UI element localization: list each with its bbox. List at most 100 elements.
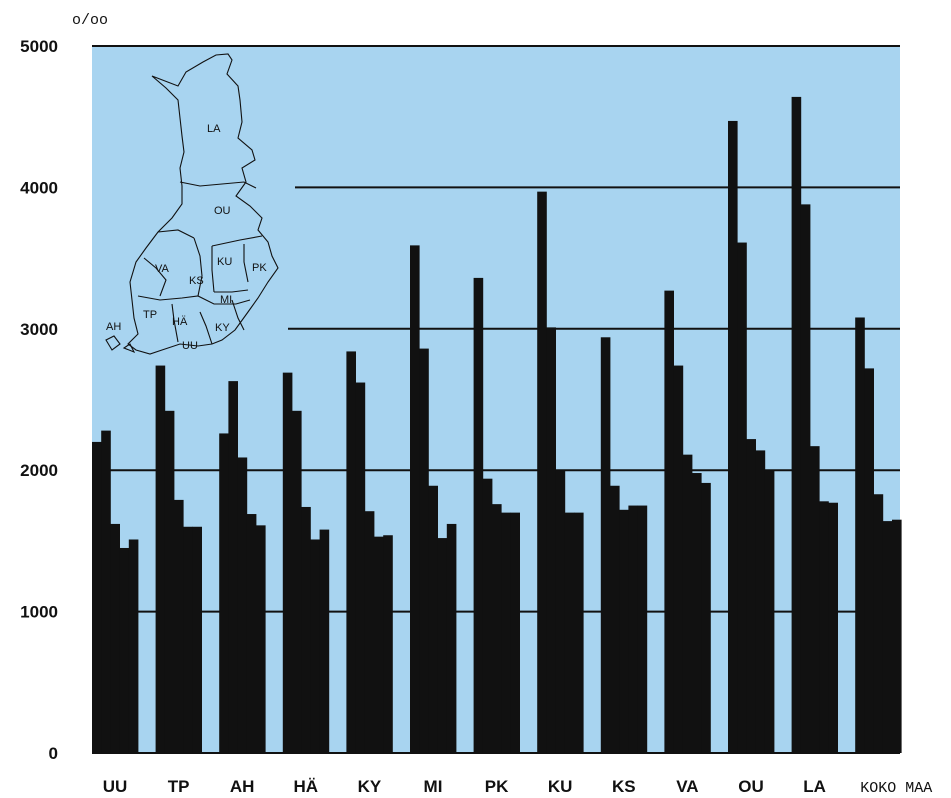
bar-koko-maa-2 [864,368,874,753]
bar-ky-4 [374,536,384,753]
svg-text:AH: AH [106,321,121,333]
bar-koko-maa-1 [855,317,865,753]
svg-text:VA: VA [155,263,170,275]
x-tick-label: KU [548,777,573,796]
bar-ou-4 [755,450,766,753]
bar-ks-3 [619,509,629,753]
bar-mi-4 [437,538,448,753]
y-tick-label: 0 [49,744,58,763]
bar-ah-4 [246,514,257,753]
bar-hä-1 [282,372,293,753]
bar-tp-2 [164,410,175,753]
bar-va-1 [664,290,674,753]
bar-ku-3 [555,470,566,753]
bar-tp-1 [155,365,166,753]
bar-pk-5 [510,512,520,753]
bar-la-3 [810,446,820,753]
bar-koko-maa-5 [892,519,902,753]
bars [92,96,902,754]
bar-ah-5 [256,525,266,753]
y-tick-label: 5000 [20,37,58,56]
bar-pk-1 [473,277,484,753]
bar-pk-3 [492,504,502,753]
bar-ks-2 [610,485,620,753]
svg-text:PK: PK [252,262,267,274]
bar-uu-5 [128,539,139,753]
y-tick-label: 3000 [20,320,58,339]
bar-uu-4 [119,547,130,753]
y-axis-tick-labels: 0 1000 2000 3000 4000 5000 [20,37,58,763]
bar-ah-2 [228,381,238,753]
svg-text:OU: OU [214,205,231,217]
bar-va-3 [682,454,693,753]
x-tick-label: LA [803,777,826,796]
bar-ks-5 [637,505,648,753]
bar-ah-3 [237,457,248,753]
svg-text:KY: KY [215,322,230,334]
bar-mi-5 [446,523,457,753]
y-tick-label: 2000 [20,461,58,480]
x-tick-label: VA [676,777,698,796]
svg-text:LA: LA [207,123,221,135]
x-tick-label: OU [738,777,764,796]
bar-ou-3 [746,439,756,753]
bar-la-4 [819,501,829,753]
y-axis-unit-label: o/oo [72,12,108,29]
bar-hä-3 [301,506,311,753]
bar-ah-1 [219,433,229,753]
bar-va-2 [673,365,684,753]
bar-mi-3 [428,485,438,753]
bar-hä-5 [319,529,330,753]
x-tick-label: MI [424,777,443,796]
bar-ou-1 [728,120,738,753]
bar-uu-1 [92,441,102,753]
x-tick-label: HÄ [294,777,319,796]
bar-tp-4 [183,526,193,753]
bar-uu-3 [110,523,120,753]
inset-map-labels: LA OU VA KS KU PK MI AH TP HÄ KY UU [106,123,267,352]
bar-mi-2 [419,348,429,753]
svg-text:KS: KS [189,275,204,287]
bar-la-5 [828,502,838,753]
bar-ky-3 [364,511,375,753]
x-axis-tick-labels: UU TP AH HÄ KY MI PK KU KS VA OU LA KOKO MAA [103,777,932,797]
bar-ky-2 [355,382,366,753]
svg-text:MI: MI [220,294,232,306]
svg-text:UU: UU [182,340,198,352]
x-tick-label: KOKO MAA [860,780,932,797]
bar-ku-1 [537,191,547,754]
x-tick-label: TP [168,777,190,796]
x-tick-label: UU [103,777,128,796]
bar-ou-2 [737,242,747,753]
bar-ou-5 [764,470,775,753]
bar-uu-2 [101,430,111,753]
svg-text:HÄ: HÄ [172,316,188,328]
bar-koko-maa-3 [873,494,884,753]
bar-va-4 [692,473,702,753]
x-tick-label: KS [612,777,636,796]
finland-regions-map-icon [105,53,279,355]
y-tick-label: 4000 [20,178,58,197]
x-tick-label: AH [230,777,255,796]
bar-hä-4 [310,539,320,753]
bar-ks-1 [600,337,611,753]
bar-ks-4 [628,505,638,753]
bar-pk-4 [501,512,511,753]
x-tick-label: KY [358,777,382,796]
bar-ku-2 [546,327,556,753]
y-tick-label: 1000 [20,603,58,622]
bar-la-2 [800,204,811,754]
bar-va-5 [701,482,711,753]
bar-tp-3 [174,499,184,753]
svg-text:KU: KU [217,256,232,268]
bar-hä-2 [292,410,302,753]
bar-tp-5 [192,526,202,753]
x-tick-label: PK [485,777,509,796]
bar-ky-5 [383,535,393,753]
bar-ky-1 [346,351,356,753]
bar-ku-5 [574,512,584,753]
svg-text:TP: TP [143,309,157,321]
bar-la-1 [791,96,802,754]
bar-pk-2 [482,478,493,753]
